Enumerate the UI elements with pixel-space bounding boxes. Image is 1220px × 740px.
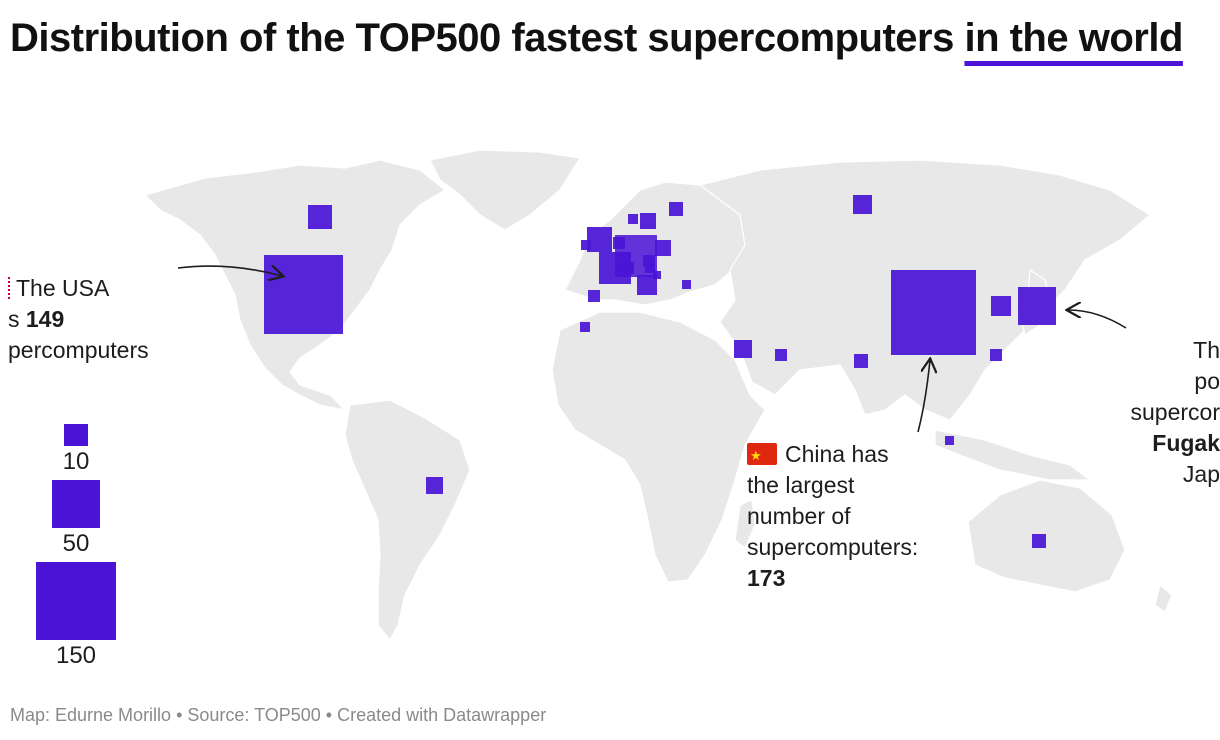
marker-austria	[645, 263, 655, 273]
marker-uk	[587, 227, 612, 252]
china-arrow	[917, 360, 930, 433]
marker-saudi-arabia	[734, 340, 752, 358]
usa-annotation-line3: percomputers	[8, 337, 149, 363]
japan-annotation-line3: supercor	[1130, 399, 1220, 425]
legend-box-10	[64, 424, 88, 446]
japan-annotation-line2: po	[1194, 368, 1220, 394]
usa-annotation-line2: s	[8, 306, 26, 332]
legend-label-10: 10	[62, 448, 90, 475]
legend-label-150: 150	[55, 642, 97, 669]
land-madagascar	[734, 499, 756, 549]
marker-singapore	[945, 436, 954, 445]
land-new-zealand	[1154, 583, 1173, 613]
marker-denmark	[628, 214, 638, 224]
usa-annotation: The USA s 149 percomputers	[8, 273, 208, 366]
marker-russia	[853, 195, 872, 214]
usa-flag-icon	[8, 277, 10, 299]
marker-south-korea	[991, 296, 1011, 316]
world-map	[143, 149, 1173, 642]
japan-annotation: Th po supercor Fugak Jap	[1080, 335, 1220, 490]
marker-uae	[775, 349, 787, 361]
china-annotation: China has the largest number of supercom…	[747, 439, 967, 594]
legend-box-150	[36, 562, 116, 640]
japan-arrow	[1068, 310, 1127, 329]
title-main: Distribution of the TOP500 fastest super…	[10, 16, 965, 60]
marker-switzerland	[622, 262, 634, 274]
land-africa	[551, 311, 766, 583]
marker-finland	[669, 202, 683, 216]
land-australia	[967, 479, 1126, 593]
marker-sweden	[640, 213, 656, 229]
footer-credits: Map: Edurne Morillo • Source: TOP500 • C…	[10, 705, 547, 725]
land-greenland	[429, 149, 581, 231]
legend-label-50: 50	[62, 530, 90, 557]
marker-portugal	[580, 322, 590, 332]
marker-brazil	[426, 477, 443, 494]
marker-china	[891, 270, 976, 355]
marker-netherlands	[613, 237, 625, 249]
china-annotation-line3: number of	[747, 503, 851, 529]
usa-annotation-line1: The USA	[16, 275, 110, 301]
marker-usa	[264, 255, 343, 334]
marker-australia	[1032, 534, 1046, 548]
legend-box-50	[52, 480, 100, 528]
china-annotation-line1: China has	[785, 441, 889, 467]
marker-taiwan	[990, 349, 1002, 361]
japan-annotation-name: Fugak	[1152, 430, 1220, 456]
china-annotation-line2: the largest	[747, 472, 855, 498]
marker-japan	[1018, 287, 1056, 325]
marker-italy	[637, 275, 657, 295]
usa-arrow	[177, 266, 282, 276]
china-annotation-line4: supercomputers:	[747, 534, 919, 560]
china-annotation-count: 173	[747, 565, 786, 591]
marker-slovenia	[653, 271, 661, 279]
land-masses	[143, 149, 1173, 642]
land-south-america	[344, 399, 471, 642]
title-highlight: in the world	[964, 16, 1183, 60]
marker-bulgaria	[682, 280, 691, 289]
japan-annotation-line5: Jap	[1182, 461, 1220, 487]
marker-canada	[308, 205, 332, 229]
land-se-asia-islands	[934, 429, 1092, 481]
china-flag-icon	[747, 440, 777, 471]
marker-poland	[655, 240, 671, 256]
marker-ireland	[581, 240, 591, 250]
usa-annotation-count: 149	[25, 306, 65, 332]
chart-title: Distribution of the TOP500 fastest super…	[10, 10, 1190, 66]
japan-annotation-line1: Th	[1193, 337, 1220, 363]
marker-india	[854, 354, 868, 368]
marker-spain	[588, 290, 600, 302]
